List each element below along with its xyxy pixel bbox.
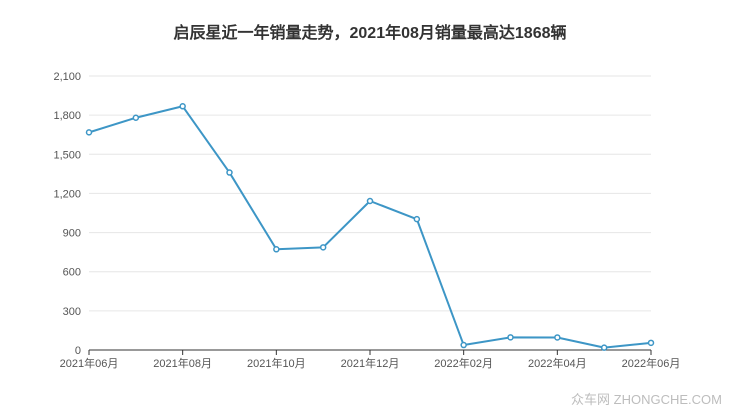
x-tick-label-0: 2021年06月 (60, 356, 119, 370)
y-tick-label-300: 300 (63, 306, 81, 318)
data-point-7 (413, 215, 421, 223)
y-tick-label-1500: 1,500 (53, 149, 81, 161)
y-tick-label-600: 600 (63, 267, 81, 279)
grid-lines (89, 75, 651, 312)
y-tick-label-1200: 1,200 (53, 188, 81, 200)
y-axis: 0 300 600 900 1,200 1,500 1,800 2,100 (53, 71, 81, 357)
x-tick-label-1: 2021年08月 (153, 356, 212, 370)
x-tick-label-2: 2021年10月 (247, 356, 306, 370)
chart-title: 启辰星近一年销量走势，2021年08月销量最高达1868辆 (174, 23, 567, 42)
data-point-6 (366, 197, 374, 205)
y-tick-label-900: 900 (63, 228, 81, 240)
watermark-text: 众车网 ZHONGCHE.COM (571, 392, 722, 407)
x-tick-label-4: 2022年02月 (434, 356, 493, 370)
data-point-2 (179, 103, 186, 110)
x-tick-label-5: 2022年04月 (528, 356, 587, 370)
data-point-4 (273, 246, 280, 253)
y-tick-label-0: 0 (75, 345, 81, 357)
x-tick-label-6: 2022年06月 (622, 356, 681, 370)
data-point-8 (460, 341, 467, 349)
x-axis: 2021年06月 2021年08月 2021年10月 2021年12月 2022年02月… (60, 349, 681, 370)
y-tick-label-1800: 1,800 (53, 110, 81, 122)
data-point-12 (647, 339, 655, 347)
data-point-11 (600, 344, 608, 351)
data-point-3 (226, 169, 233, 176)
series-layer (85, 103, 655, 351)
x-tick-label-3: 2021年12月 (341, 356, 400, 370)
data-point-1 (132, 114, 140, 122)
y-tick-label-2100: 2,100 (53, 71, 81, 83)
data-point-0 (85, 129, 93, 136)
data-point-5 (319, 244, 327, 251)
series-line-0 (88, 105, 652, 349)
data-point-10 (554, 334, 561, 341)
data-point-9 (507, 334, 514, 341)
